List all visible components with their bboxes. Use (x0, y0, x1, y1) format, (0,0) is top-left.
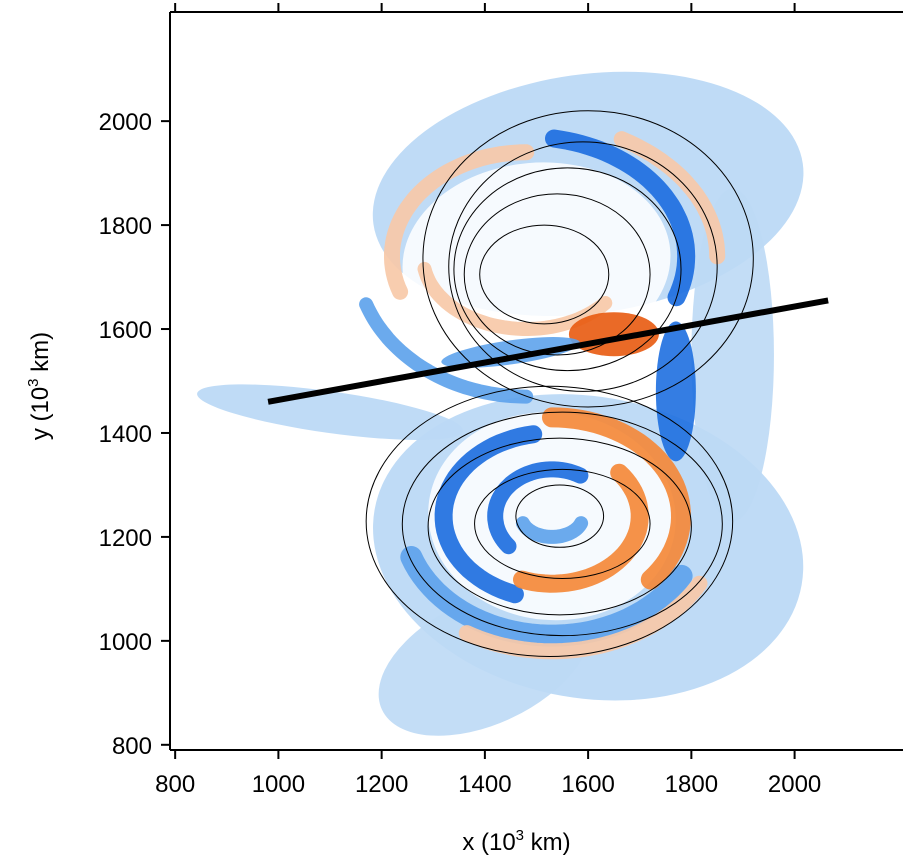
band-upper-orange-bottom (417, 261, 613, 336)
y-tick-label-1800: 1800 (99, 213, 152, 240)
contour-lines (365, 110, 754, 657)
lower-contour-4 (515, 484, 605, 548)
x-tick-label-1000: 1000 (252, 771, 305, 798)
y-tick-label-1600: 1600 (99, 317, 152, 344)
y-tick-label-1200: 1200 (99, 525, 152, 552)
axes: 800 1000 1200 1400 1600 1800 2000 800 1000 1200 14… (99, 3, 903, 798)
band-lower-orange-right (542, 407, 692, 590)
band-lower-core (515, 516, 589, 544)
upper-contour-3 (463, 193, 651, 356)
band-lower-orange-inner (513, 463, 649, 593)
y-tick-label-2000: 2000 (99, 109, 152, 136)
section-line-layer (267, 297, 829, 405)
shaded-region-4 (691, 188, 774, 522)
x-tick-label-1200: 1200 (355, 771, 408, 798)
y-tick-label-1000: 1000 (99, 629, 152, 656)
upper-contour-4 (479, 224, 610, 325)
band-upper-orange-outer (613, 131, 726, 265)
lower-contour-3 (474, 468, 651, 579)
shaded-strip-negative (441, 337, 581, 368)
x-tick-label-1600: 1600 (561, 771, 614, 798)
band-upper-orange-left (384, 144, 535, 300)
shaded-region-2 (197, 384, 463, 440)
y-tick-label-1400: 1400 (99, 421, 152, 448)
upper-contour-2 (453, 167, 682, 372)
section-line (267, 297, 829, 405)
upper-contour-1 (448, 141, 718, 392)
upper-contour-0 (422, 110, 754, 408)
x-tick-label-800: 800 (155, 771, 195, 798)
shaded-core-negative (655, 321, 696, 462)
lower-contour-1 (401, 411, 723, 637)
x-tick-label-2000: 2000 (768, 771, 821, 798)
plot-area (197, 71, 804, 736)
band-lower-blue-left (434, 425, 543, 604)
x-tick-label-1800: 1800 (665, 771, 718, 798)
lower-contour-0 (365, 385, 734, 657)
lower-contour-2 (427, 437, 692, 616)
x-tick-label-1400: 1400 (458, 771, 511, 798)
y-axis-label: y (103 km) (25, 332, 54, 440)
band-upper-blue-right (545, 129, 696, 307)
y-tick-label-800: 800 (112, 733, 152, 760)
x-axis-label: x (103 km) (462, 827, 570, 856)
band-lower-orange-light (458, 575, 708, 660)
